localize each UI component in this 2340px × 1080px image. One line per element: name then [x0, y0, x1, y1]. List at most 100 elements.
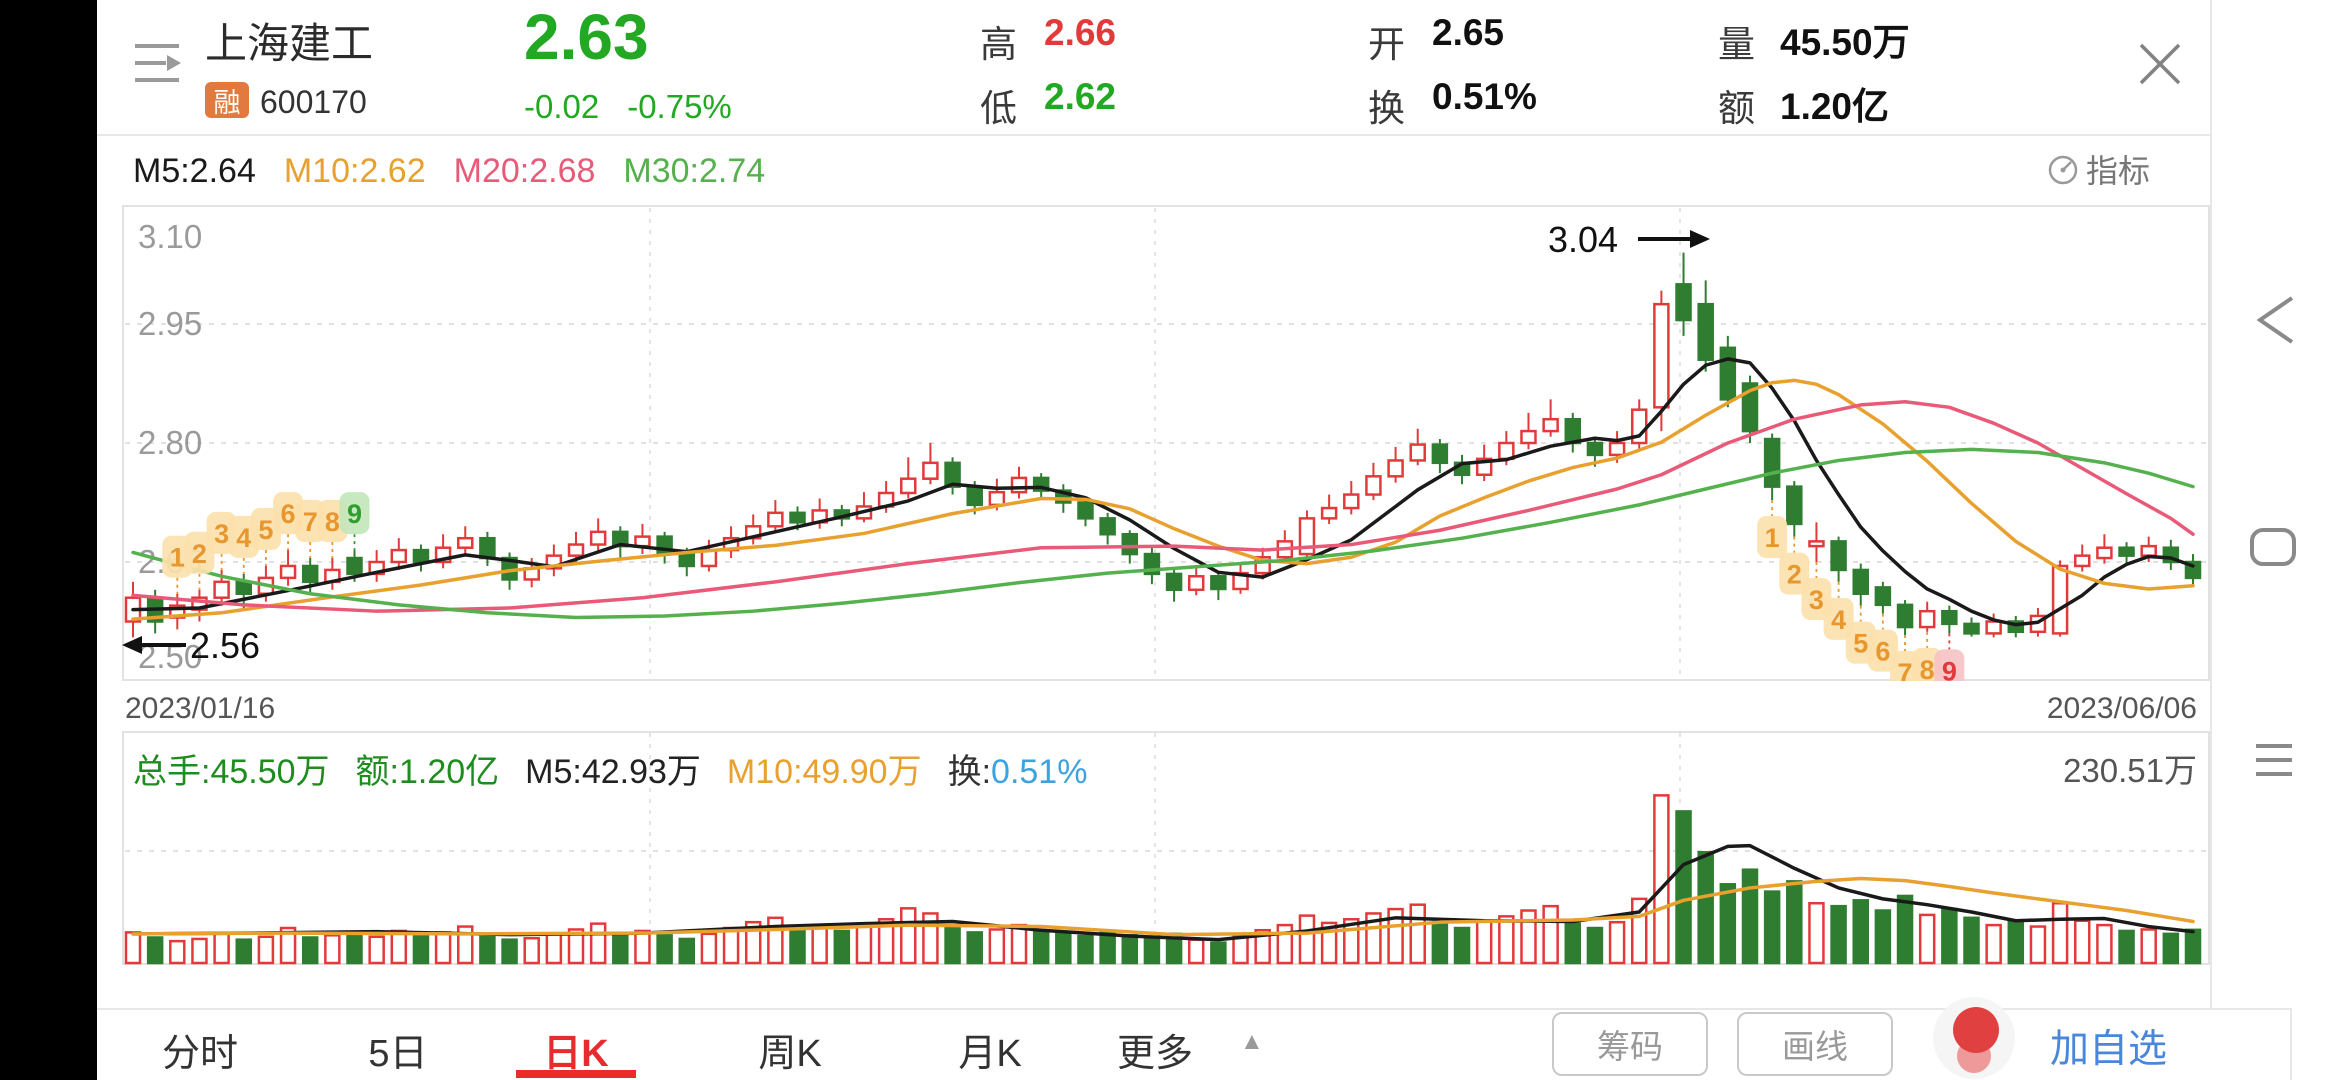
count-badge	[339, 492, 370, 535]
volume-bar	[1121, 934, 1139, 965]
ma-legend: M5:2.64 M10:2.62 M20:2.68 M30:2.74	[133, 152, 765, 191]
volume-bar	[1520, 909, 1537, 965]
stock-name: 上海建工	[205, 20, 374, 67]
candle-body	[1121, 532, 1139, 556]
add-watchlist-button[interactable]: 加自选	[2050, 1028, 2168, 1071]
high-label: 高	[980, 24, 1017, 65]
volume-bar	[1099, 931, 1116, 965]
volume-bar	[1852, 899, 1869, 965]
volume-legend: 总手:45.50万 额:1.20亿 M5:42.93万 M10:49.90万 换…	[133, 744, 1087, 793]
volume-bar	[1055, 932, 1072, 965]
chips-button[interactable]: 筹码	[1552, 1012, 1708, 1076]
candle-body	[412, 548, 430, 564]
volume-bar	[1963, 916, 1980, 965]
volume-bar	[1475, 919, 1493, 965]
volume-bar	[944, 925, 961, 965]
turnover-value: 0.51%	[1432, 76, 1537, 117]
bottombar-divider	[97, 1008, 2290, 1010]
candle-body	[1298, 517, 1316, 556]
y-axis-label: 2.95	[138, 305, 202, 342]
candle-body	[1675, 283, 1692, 322]
indicator-button[interactable]: 指标	[2046, 146, 2150, 192]
tab-more[interactable]: 更多	[1116, 1033, 1194, 1075]
header-divider	[97, 134, 2210, 136]
candle-body	[944, 461, 961, 488]
volume-bar	[1697, 850, 1714, 965]
more-caret-icon[interactable]: ▲	[1240, 1028, 1264, 1055]
volume-bar	[457, 925, 474, 965]
volume-bar	[567, 928, 585, 965]
candle-body	[279, 564, 297, 580]
ma30-legend: M30:2.74	[623, 152, 766, 190]
volume-bar	[545, 932, 563, 965]
vol-ma5: M5:42.93万	[525, 753, 701, 791]
count-badge-label: 3	[1809, 585, 1824, 615]
count-badge-label: 5	[1853, 629, 1868, 659]
ma-line-M30	[131, 447, 2195, 620]
vol-turnover-label: 换:	[947, 753, 992, 791]
candle-body	[301, 564, 319, 584]
menu-icon[interactable]	[130, 40, 186, 86]
candle-body	[966, 485, 983, 507]
candle-body	[390, 548, 408, 564]
volume-bar	[2029, 925, 2047, 965]
total-amount: 额:1.20亿	[355, 753, 500, 791]
candle-body	[922, 461, 939, 480]
nav-home-icon[interactable]	[2246, 524, 2298, 570]
annotation-low-arrowhead	[122, 636, 142, 654]
amount-label: 额	[1718, 88, 1755, 129]
count-badge-label: 9	[1942, 656, 1957, 681]
low-label: 低	[980, 88, 1017, 129]
close-icon[interactable]	[2136, 40, 2184, 88]
volume-bar	[1808, 901, 1825, 965]
candle-body	[1055, 489, 1072, 504]
tab-5day[interactable]: 5日	[368, 1033, 428, 1075]
draw-line-button[interactable]: 画线	[1737, 1012, 1893, 1076]
nav-back-icon[interactable]	[2248, 290, 2300, 350]
volume-bar	[1032, 929, 1050, 965]
annotation-high-arrowhead	[1690, 230, 1710, 248]
volume-bar	[855, 922, 873, 965]
stock-code: 600170	[260, 84, 367, 120]
count-badge-label: 7	[303, 507, 318, 537]
count-badge-label: 6	[1875, 637, 1890, 667]
candle-body	[1719, 346, 1737, 401]
volume-bar	[1896, 894, 1914, 965]
tab-daily-k[interactable]: 日K	[543, 1033, 609, 1075]
volume-bar	[1542, 904, 1559, 965]
annotation-low: 2.56	[190, 625, 260, 666]
candle-body	[1077, 501, 1094, 520]
volume-chart[interactable]	[122, 731, 2210, 965]
candle-body	[1741, 382, 1759, 433]
volume-bar	[1431, 920, 1449, 965]
volume-bar	[678, 937, 696, 965]
low-value: 2.62	[1044, 76, 1117, 117]
count-badge	[1757, 516, 1788, 559]
tab-minute[interactable]: 分时	[161, 1033, 239, 1075]
volume-bar	[390, 929, 408, 965]
annotation-high: 3.04	[1548, 219, 1618, 260]
tab-monthly-k[interactable]: 月K	[958, 1033, 1022, 1075]
volume-bar	[2140, 928, 2157, 965]
candlestick-chart[interactable]: 3.102.952.802.652.501234567891234567893.…	[122, 205, 2210, 681]
live-dot-icon[interactable]	[1930, 996, 2018, 1080]
volume-bar	[789, 926, 806, 965]
volume-bar	[2007, 920, 2025, 965]
volume-bar	[1608, 920, 1626, 965]
volume-bar	[434, 931, 452, 965]
candle-body	[235, 580, 253, 595]
count-badge	[1934, 649, 1965, 681]
volume-bar	[1653, 794, 1670, 965]
volume-bar	[1564, 922, 1582, 965]
candle-body	[2140, 544, 2157, 557]
candle-body	[789, 511, 806, 524]
volume-scale-max: 230.51万	[2063, 752, 2197, 789]
vol-turnover: 换:0.51%	[948, 744, 1088, 793]
current-price: 2.63	[524, 1, 649, 73]
candle-body	[457, 536, 474, 549]
volume-bar	[634, 929, 651, 965]
tab-weekly-k[interactable]: 周K	[758, 1033, 822, 1075]
candle-body	[1896, 603, 1914, 629]
nav-recents-icon[interactable]	[2248, 738, 2300, 782]
volume-bar	[1786, 880, 1803, 965]
